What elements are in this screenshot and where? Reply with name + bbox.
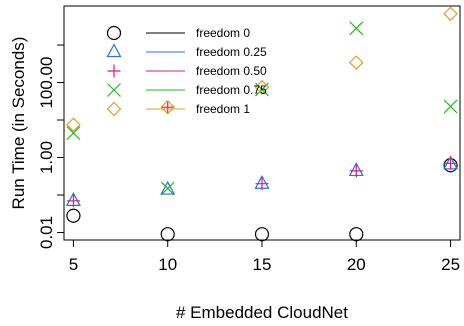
data-markers bbox=[65, 6, 459, 242]
series-freedom-0 bbox=[66, 158, 458, 242]
legend-label: freedom 1 bbox=[196, 102, 250, 116]
data-point bbox=[66, 126, 81, 140]
legend-label: freedom 0.25 bbox=[196, 45, 267, 59]
legend-marker bbox=[106, 101, 122, 117]
data-point bbox=[349, 21, 364, 36]
data-point bbox=[254, 227, 270, 242]
data-point bbox=[349, 227, 364, 242]
legend-marker bbox=[106, 25, 122, 41]
legend: freedom 0 freedom 0.25 freedom 0.50 freedom… bbox=[106, 25, 267, 117]
data-point bbox=[66, 117, 81, 133]
y-tick-label: 1.00 bbox=[37, 141, 56, 174]
series-freedom-0-75 bbox=[66, 21, 458, 196]
y-axis-label: Run Time (in Seconds) bbox=[9, 37, 28, 210]
data-point bbox=[444, 156, 458, 170]
data-point bbox=[66, 208, 81, 223]
data-point bbox=[254, 79, 270, 95]
data-point bbox=[160, 227, 175, 242]
data-point bbox=[160, 99, 176, 115]
x-axis: 5 10 15 20 25 bbox=[69, 240, 460, 274]
plot-area-frame bbox=[63, 5, 461, 241]
legend-label: freedom 0 bbox=[196, 26, 250, 40]
series-freedom-0-50 bbox=[66, 100, 458, 208]
data-point bbox=[160, 181, 175, 196]
x-tick-label: 25 bbox=[441, 255, 460, 274]
data-point bbox=[349, 164, 363, 178]
x-tick-label: 5 bbox=[69, 255, 78, 274]
data-point bbox=[443, 99, 458, 114]
data-point bbox=[255, 177, 269, 191]
x-axis-label: # Embedded CloudNet bbox=[176, 303, 348, 322]
x-tick-label: 20 bbox=[347, 255, 366, 274]
data-point bbox=[161, 100, 175, 114]
y-tick-label: 100.00 bbox=[37, 57, 56, 109]
x-tick-label: 15 bbox=[253, 255, 272, 274]
y-axis: 0.01 1.00 100.00 bbox=[37, 44, 64, 249]
legend-marker bbox=[107, 83, 121, 97]
legend-label: freedom 0.50 bbox=[196, 64, 267, 78]
y-tick-label: 0.01 bbox=[37, 216, 56, 249]
series-freedom-1 bbox=[66, 6, 458, 133]
data-point bbox=[160, 180, 176, 195]
x-tick-label: 10 bbox=[158, 255, 177, 274]
legend-marker bbox=[106, 43, 122, 58]
data-point bbox=[348, 55, 364, 70]
data-point bbox=[443, 6, 458, 22]
legend-marker bbox=[107, 64, 121, 78]
legend-label: freedom 0.75 bbox=[196, 83, 267, 97]
data-point bbox=[66, 194, 80, 208]
